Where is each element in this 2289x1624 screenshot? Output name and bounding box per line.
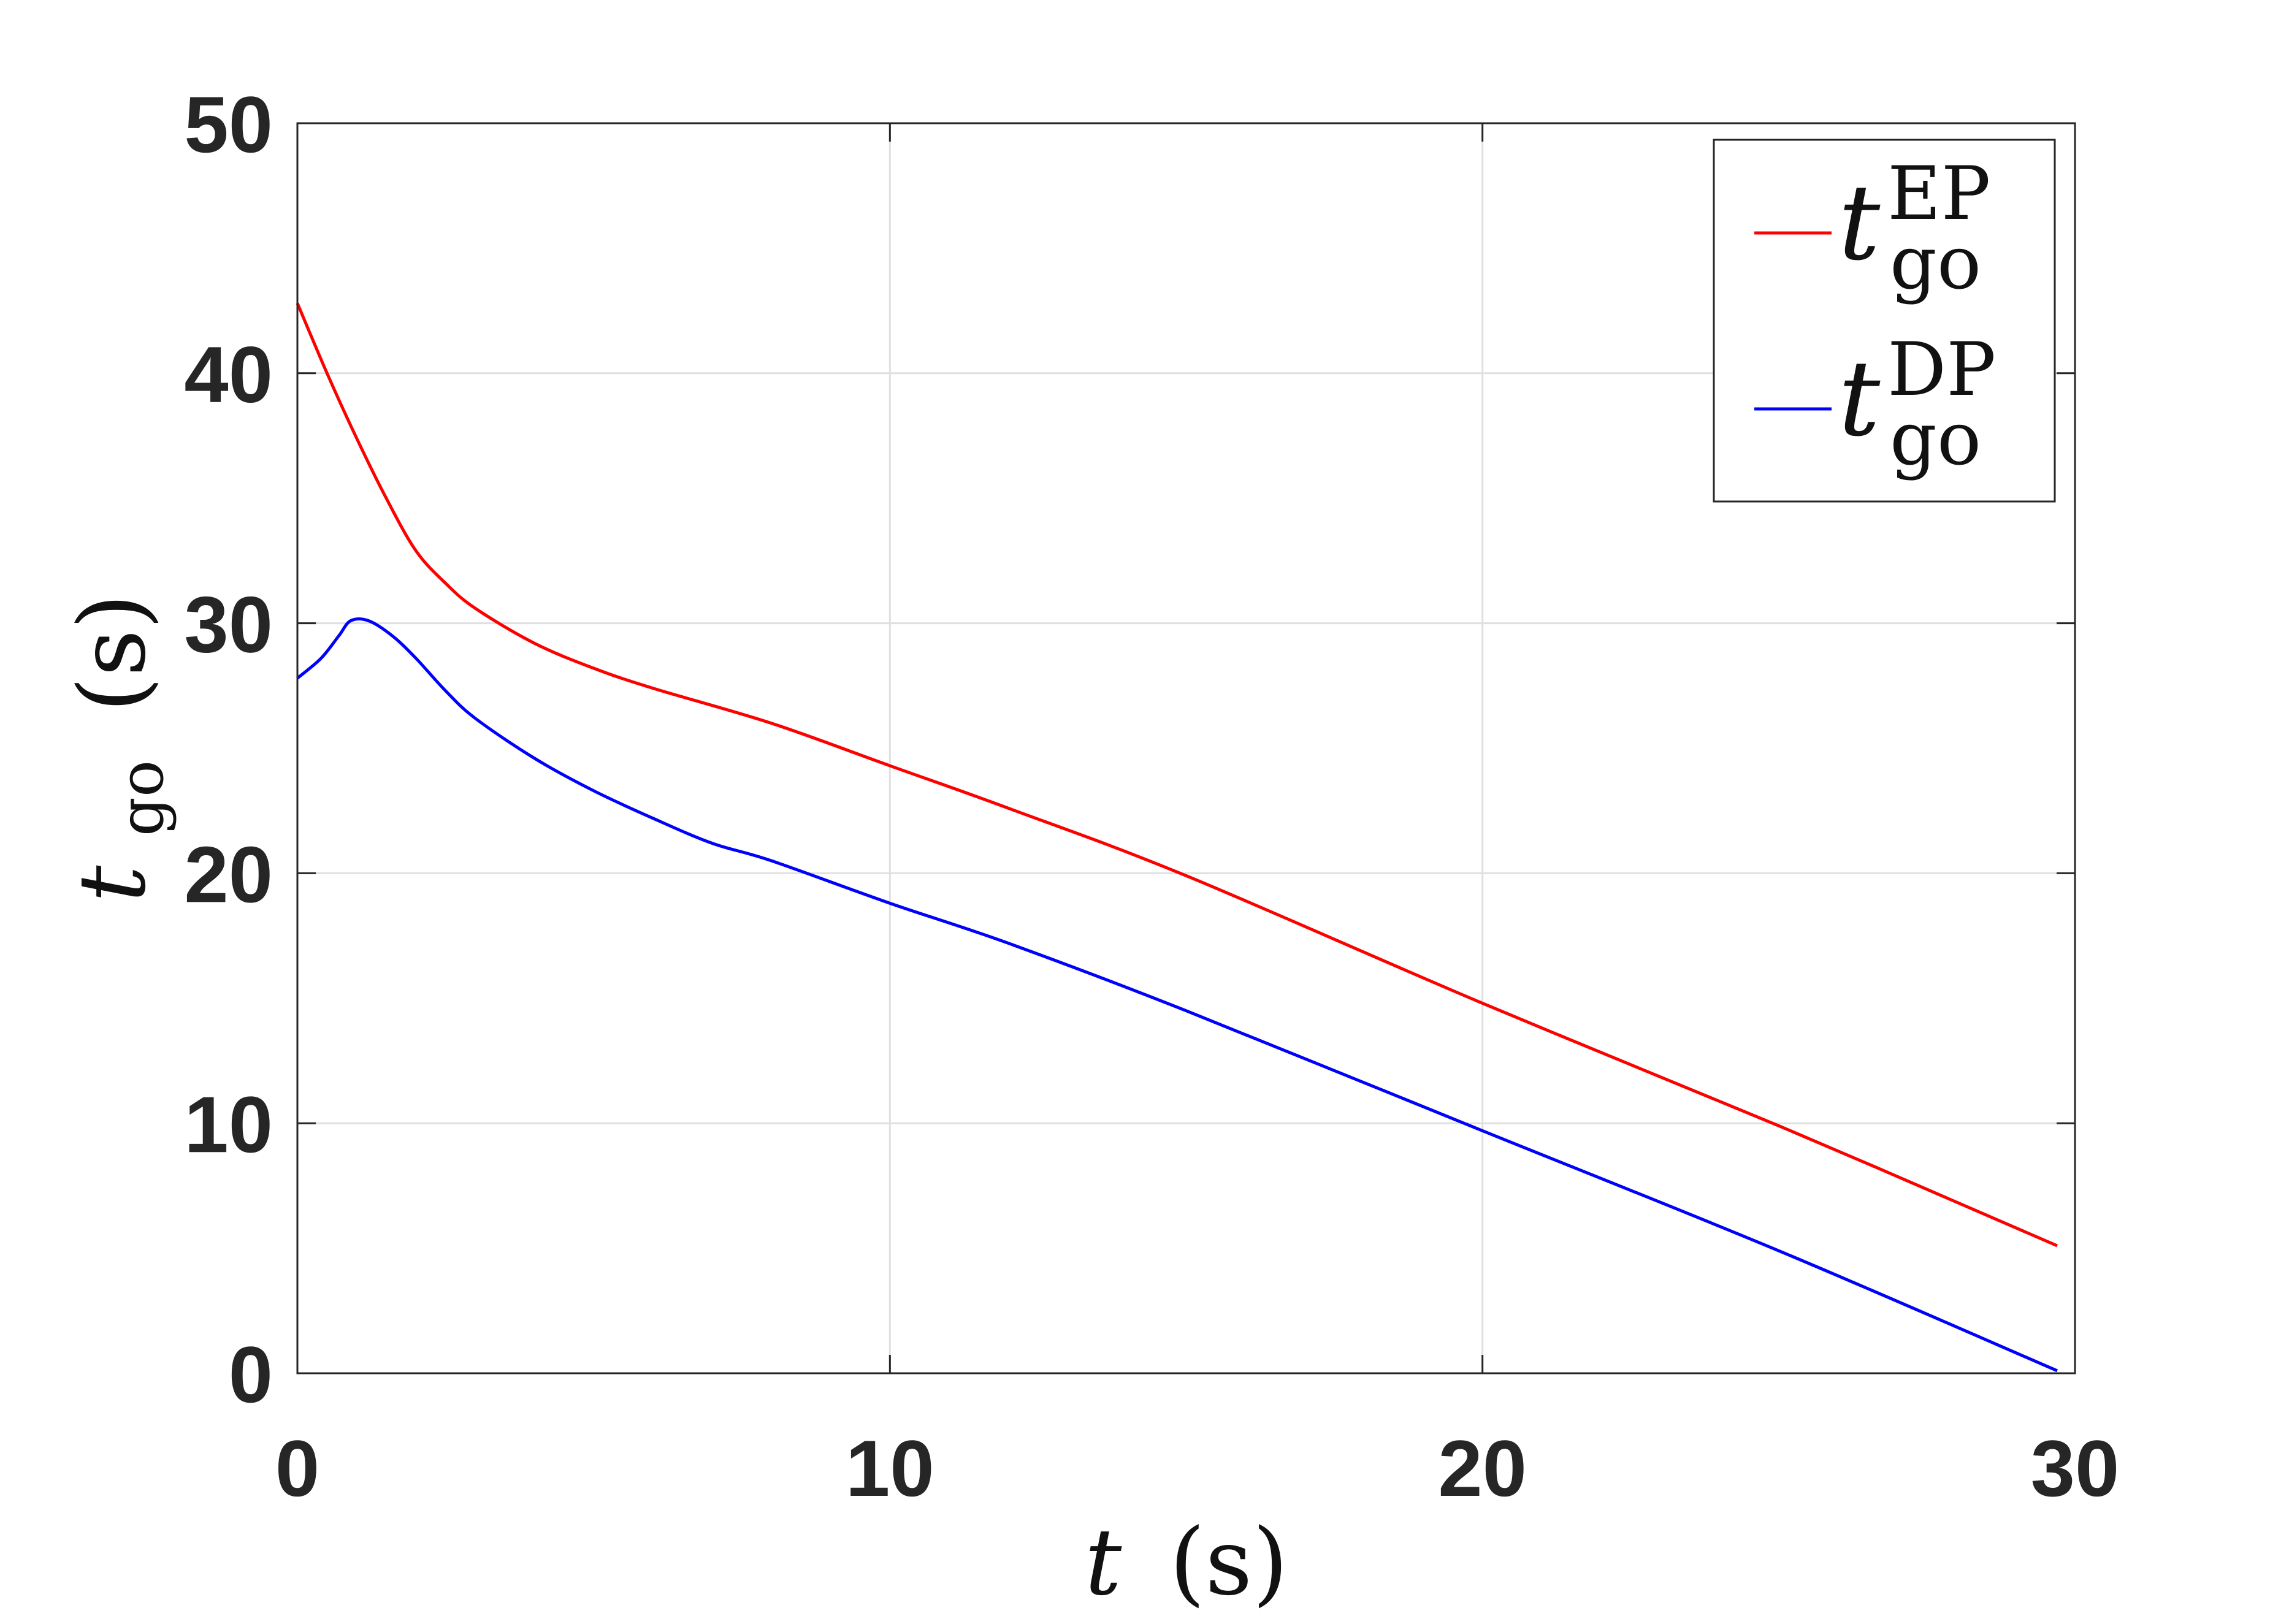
- x-tick-label: 0: [275, 1424, 319, 1513]
- y-tick-label: 50: [184, 80, 273, 169]
- x-axis-label-unit: (s): [1169, 1509, 1288, 1616]
- legend-label-dp-sup: DP: [1887, 327, 1996, 413]
- legend-entry-ep: t EP go: [1754, 151, 1990, 306]
- axes-box: [296, 122, 2076, 1374]
- legend-entry-dp: t DP go: [1754, 327, 1996, 482]
- legend-label-dp-var: t: [1838, 338, 1881, 460]
- y-tick-label: 0: [229, 1330, 273, 1419]
- y-tick-label: 30: [184, 580, 273, 669]
- x-axis-label: t (s): [1085, 1509, 1288, 1616]
- legend: t EP go t DP go: [1713, 139, 2056, 503]
- legend-label-dp-sub: go: [1890, 397, 1981, 482]
- legend-box: [1713, 139, 2056, 503]
- y-axis-label-unit: (s): [59, 593, 166, 712]
- y-tick-label: 40: [184, 330, 273, 419]
- y-axis-label-var: t: [59, 865, 166, 902]
- x-tick-label: 10: [846, 1424, 934, 1513]
- legend-label-ep-sup: EP: [1887, 151, 1990, 237]
- x-tick-label: 20: [1438, 1424, 1527, 1513]
- y-axis-label-sub: go: [105, 760, 177, 836]
- series-line-dp: [296, 617, 2058, 1373]
- series-line-ep: [296, 302, 2058, 1248]
- legend-label-ep-var: t: [1838, 162, 1881, 284]
- x-tick-label: 30: [2031, 1424, 2120, 1513]
- y-tick-label: 10: [184, 1080, 273, 1169]
- y-axis-label: t go (s): [59, 593, 185, 902]
- x-axis-label-var: t: [1085, 1509, 1122, 1616]
- series-group: [296, 302, 2058, 1373]
- ticks: 0 10 20 30 0 10 20 30 40 50: [184, 80, 2119, 1513]
- legend-label-ep-sub: go: [1890, 221, 1981, 306]
- y-tick-label: 20: [184, 829, 273, 919]
